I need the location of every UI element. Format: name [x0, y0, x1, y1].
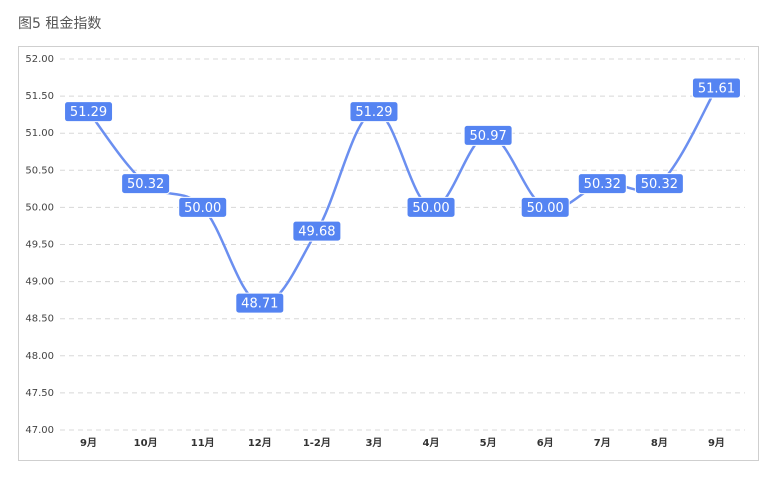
y-tick-label: 48.00 — [25, 351, 54, 362]
y-tick-label: 47.50 — [25, 388, 54, 399]
x-tick-label: 11月 — [191, 437, 215, 449]
value-label: 50.32 — [584, 177, 621, 192]
value-label-box — [520, 196, 570, 218]
line — [87, 87, 718, 305]
x-tick-label: 8月 — [651, 437, 668, 449]
value-label-box — [349, 101, 399, 123]
value-label: 50.00 — [184, 201, 221, 216]
x-tick-label: 12月 — [248, 437, 272, 449]
y-tick-label: 49.50 — [25, 240, 54, 251]
x-tick-label: 5月 — [480, 437, 497, 449]
value-label: 49.68 — [298, 225, 335, 240]
x-tick-label: 9月 — [80, 437, 97, 449]
value-label: 48.71 — [241, 297, 278, 312]
value-label-box — [463, 124, 513, 146]
value-label: 51.29 — [70, 105, 107, 120]
x-tick-label: 10月 — [134, 437, 158, 449]
chart-title: 图5 租金指数 — [18, 16, 101, 32]
value-label: 51.29 — [355, 105, 392, 120]
x-tick-label: 9月 — [708, 437, 725, 449]
value-label-box — [634, 173, 684, 195]
value-label-box — [406, 196, 456, 218]
y-tick-label: 51.00 — [25, 128, 54, 139]
x-tick-label: 7月 — [594, 437, 611, 449]
value-label: 50.00 — [412, 201, 449, 216]
y-tick-label: 48.50 — [25, 314, 54, 325]
value-label-box — [691, 77, 741, 99]
chart-frame — [18, 46, 759, 461]
y-tick-label: 52.00 — [25, 54, 54, 65]
y-tick-label: 49.00 — [25, 277, 54, 288]
value-label-box — [121, 173, 171, 195]
value-label-box — [292, 220, 342, 242]
value-label-box — [178, 196, 228, 218]
x-tick-label: 4月 — [423, 437, 440, 449]
value-label-box — [64, 101, 114, 123]
y-tick-label: 51.50 — [25, 91, 54, 102]
value-label: 50.97 — [470, 129, 507, 144]
value-label: 50.32 — [127, 177, 164, 192]
y-tick-label: 50.00 — [25, 202, 54, 213]
value-label: 51.61 — [698, 81, 735, 96]
x-tick-label: 3月 — [365, 437, 382, 449]
value-label-box — [235, 292, 285, 314]
x-tick-label: 6月 — [537, 437, 554, 449]
y-tick-label: 50.50 — [25, 165, 54, 176]
y-tick-label: 47.00 — [25, 425, 54, 436]
value-label-box — [577, 173, 627, 195]
value-label: 50.32 — [641, 177, 678, 192]
x-tick-label: 1-2月 — [303, 437, 331, 449]
value-label: 50.00 — [527, 201, 564, 216]
